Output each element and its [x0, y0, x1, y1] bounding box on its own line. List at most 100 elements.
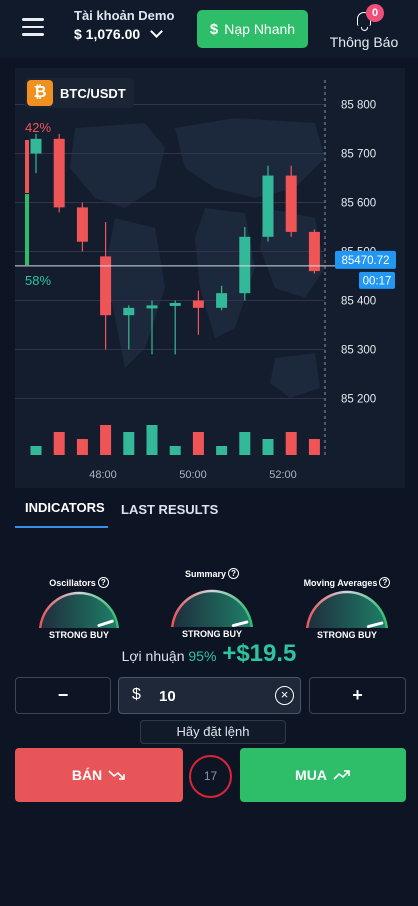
pair-name: BTC/USDT [60, 85, 126, 101]
moving-averages-gauge: Moving Averages? STRONG BUY [300, 577, 394, 647]
account-selector[interactable]: Tài khoản Demo $ 1,076.00 [74, 8, 174, 42]
notification-badge: 0 [366, 4, 384, 22]
help-icon[interactable]: ? [97, 577, 109, 588]
dollar-icon: $ [209, 20, 219, 38]
buy-percentage: 58% [25, 273, 51, 288]
gauge-signal: STRONG BUY [316, 630, 377, 640]
amount-input[interactable] [159, 685, 259, 707]
oscillators-gauge: Oscillators? STRONG BUY [34, 577, 124, 647]
volume-bar [192, 432, 204, 455]
gauge-title: Summary [184, 568, 227, 579]
x-tick-label: 50:00 [179, 469, 207, 481]
deposit-label: Nạp Nhanh [224, 21, 296, 37]
x-axis-ticks: 48:00 50:00 52:00 [89, 469, 297, 481]
volume-bar [30, 446, 42, 455]
menu-icon[interactable] [22, 18, 44, 36]
dollar-icon: $ [132, 686, 141, 703]
candle [146, 305, 158, 309]
gauge-dial [170, 589, 254, 632]
y-tick-label: 85 200 [341, 394, 376, 406]
candle [76, 207, 88, 242]
volume-bars [30, 425, 320, 455]
sell-button[interactable]: BÁN [15, 748, 183, 802]
top-bar: Tài khoản Demo $ 1,076.00 $ Nạp Nhanh 0 … [0, 0, 418, 58]
account-balance: $ 1,076.00 [74, 25, 174, 42]
y-tick-label: 85 300 [341, 345, 376, 357]
y-tick-label: 85 800 [341, 100, 376, 112]
volume-bar [285, 432, 297, 455]
notifications-button[interactable]: 0 Thông Báo [329, 4, 399, 50]
profit-label: Lợi nhuận [121, 648, 185, 664]
gauge-signal: STRONG BUY [48, 630, 109, 640]
profit-amount: +$19.5 [222, 640, 297, 667]
volume-bar [169, 446, 181, 455]
y-tick-label: 85 600 [341, 198, 376, 210]
profit-percent: 95% [188, 648, 217, 664]
panel-tabs: INDICATORS LAST RESULTS [0, 490, 418, 530]
candle [123, 307, 135, 316]
increase-amount-button[interactable]: + [309, 677, 406, 714]
x-tick-label: 48:00 [89, 469, 117, 481]
bitcoin-icon: ₿ [27, 80, 53, 106]
current-price-tag: 85470.72 00:17 [335, 250, 396, 289]
gauge-title: Moving Averages [303, 577, 378, 588]
order-hint: Hãy đặt lệnh [140, 720, 286, 744]
gauge-dial [305, 590, 389, 633]
candle [100, 256, 112, 316]
current-price-value: 85470.72 [342, 255, 390, 267]
decrease-amount-button[interactable]: − [15, 677, 111, 714]
clear-icon[interactable]: × [275, 686, 294, 705]
active-tab-underline [15, 526, 108, 528]
amount-field: $ × [118, 677, 301, 714]
y-tick-label: 85 400 [341, 296, 376, 308]
volume-bar [123, 432, 135, 455]
trend-up-icon [333, 770, 350, 780]
sell-sentiment-bar [25, 140, 29, 193]
volume-bar [53, 432, 65, 455]
buy-button[interactable]: MUA [240, 748, 406, 802]
sell-percentage: 42% [25, 120, 51, 135]
candle [216, 293, 228, 308]
candles [30, 133, 320, 355]
balance-value: $ 1,076.00 [74, 26, 141, 42]
y-tick-label: 85 700 [341, 149, 376, 161]
profit-line: Lợi nhuận 95% +$19.5 [0, 640, 418, 668]
candle [169, 302, 181, 306]
sell-label: BÁN [71, 767, 103, 783]
quick-deposit-button[interactable]: $ Nạp Nhanh [197, 10, 308, 48]
volume-bar [146, 425, 158, 455]
trend-down-icon [108, 770, 125, 780]
volume-bar [239, 432, 251, 455]
gauge-title: Oscillators [49, 577, 96, 588]
pair-selector[interactable]: ₿ BTC/USDT [25, 78, 134, 108]
volume-bar [308, 439, 320, 455]
candle [192, 300, 204, 308]
x-tick-label: 52:00 [269, 469, 297, 481]
chart-gridlines [15, 104, 325, 399]
volume-bar [216, 446, 228, 455]
candle [30, 138, 42, 154]
countdown-timer: 17 [189, 755, 232, 798]
volume-bar [76, 439, 88, 455]
summary-gauge: Summary? STRONG BUY [166, 568, 258, 639]
candle [308, 231, 320, 272]
candle [285, 175, 297, 232]
help-icon[interactable]: ? [228, 568, 240, 579]
gauge-dial [38, 591, 120, 633]
notifications-label: Thông Báo [329, 34, 399, 50]
volume-bar [100, 425, 112, 455]
candle [239, 236, 251, 294]
candle [262, 175, 274, 237]
gauge-signal: STRONG BUY [181, 629, 242, 639]
tab-last-results[interactable]: LAST RESULTS [121, 502, 219, 517]
candle [53, 138, 65, 208]
candle-countdown: 00:17 [363, 275, 392, 287]
buy-sentiment-bar [25, 194, 29, 265]
tab-indicators[interactable]: INDICATORS [25, 500, 105, 515]
account-title: Tài khoản Demo [74, 8, 175, 23]
volume-bar [262, 439, 274, 455]
help-icon[interactable]: ? [379, 577, 391, 588]
